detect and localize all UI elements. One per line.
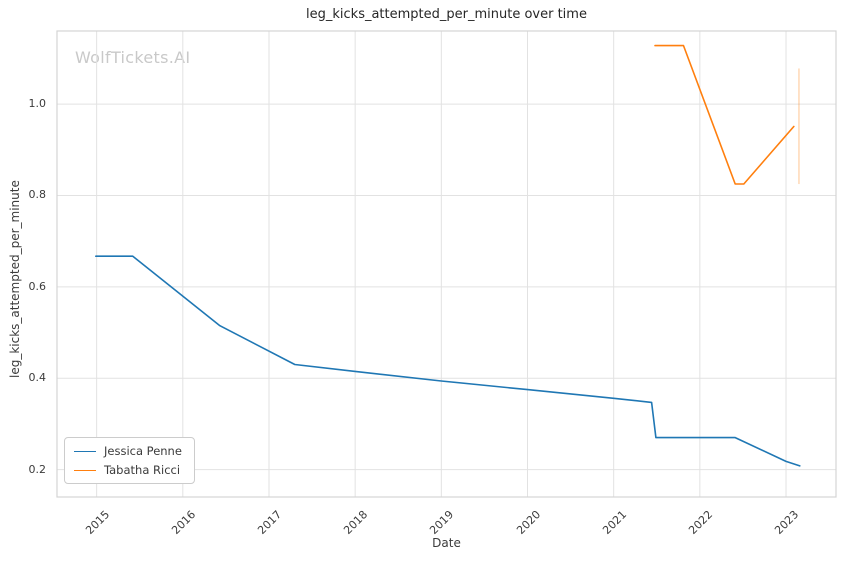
- plot-border: [56, 30, 837, 498]
- y-tick-label: 0.2: [28, 462, 47, 476]
- y-axis-label: leg_kicks_attempted_per_minute: [8, 180, 22, 378]
- legend-item: Tabatha Ricci: [74, 463, 182, 477]
- x-tick-label: 2016: [168, 508, 198, 537]
- series-line-tabatha-ricci: [654, 44, 795, 185]
- legend-line-swatch: [74, 450, 96, 452]
- watermark: WolfTickets.AI: [75, 48, 191, 67]
- chart-title: leg_kicks_attempted_per_minute over time: [306, 7, 587, 22]
- x-tick-label: 2021: [599, 508, 629, 537]
- x-tick-label: 2018: [341, 508, 371, 537]
- legend-label: Jessica Penne: [104, 444, 182, 458]
- y-tick-label: 0.4: [28, 371, 47, 385]
- x-tick-label: 2023: [772, 508, 802, 537]
- legend-label: Tabatha Ricci: [104, 463, 181, 477]
- legend: Jessica Penne Tabatha Ricci: [64, 437, 195, 484]
- y-tick-label: 0.8: [28, 188, 47, 202]
- y-tick-label: 1.0: [28, 97, 47, 111]
- x-axis-label: Date: [432, 536, 461, 550]
- x-tick-label: 2019: [427, 508, 457, 537]
- legend-item: Jessica Penne: [74, 444, 182, 458]
- x-tick-label: 2015: [82, 508, 112, 537]
- legend-line-swatch: [74, 469, 96, 471]
- x-tick-label: 2022: [686, 508, 716, 537]
- y-axis-tick-labels: 0.2 0.4 0.6 0.8 1.0: [0, 0, 48, 561]
- x-tick-label: 2020: [513, 508, 543, 537]
- series-line-jessica-penne: [95, 255, 801, 467]
- x-tick-label: 2017: [255, 508, 285, 537]
- y-tick-label: 0.6: [28, 279, 47, 293]
